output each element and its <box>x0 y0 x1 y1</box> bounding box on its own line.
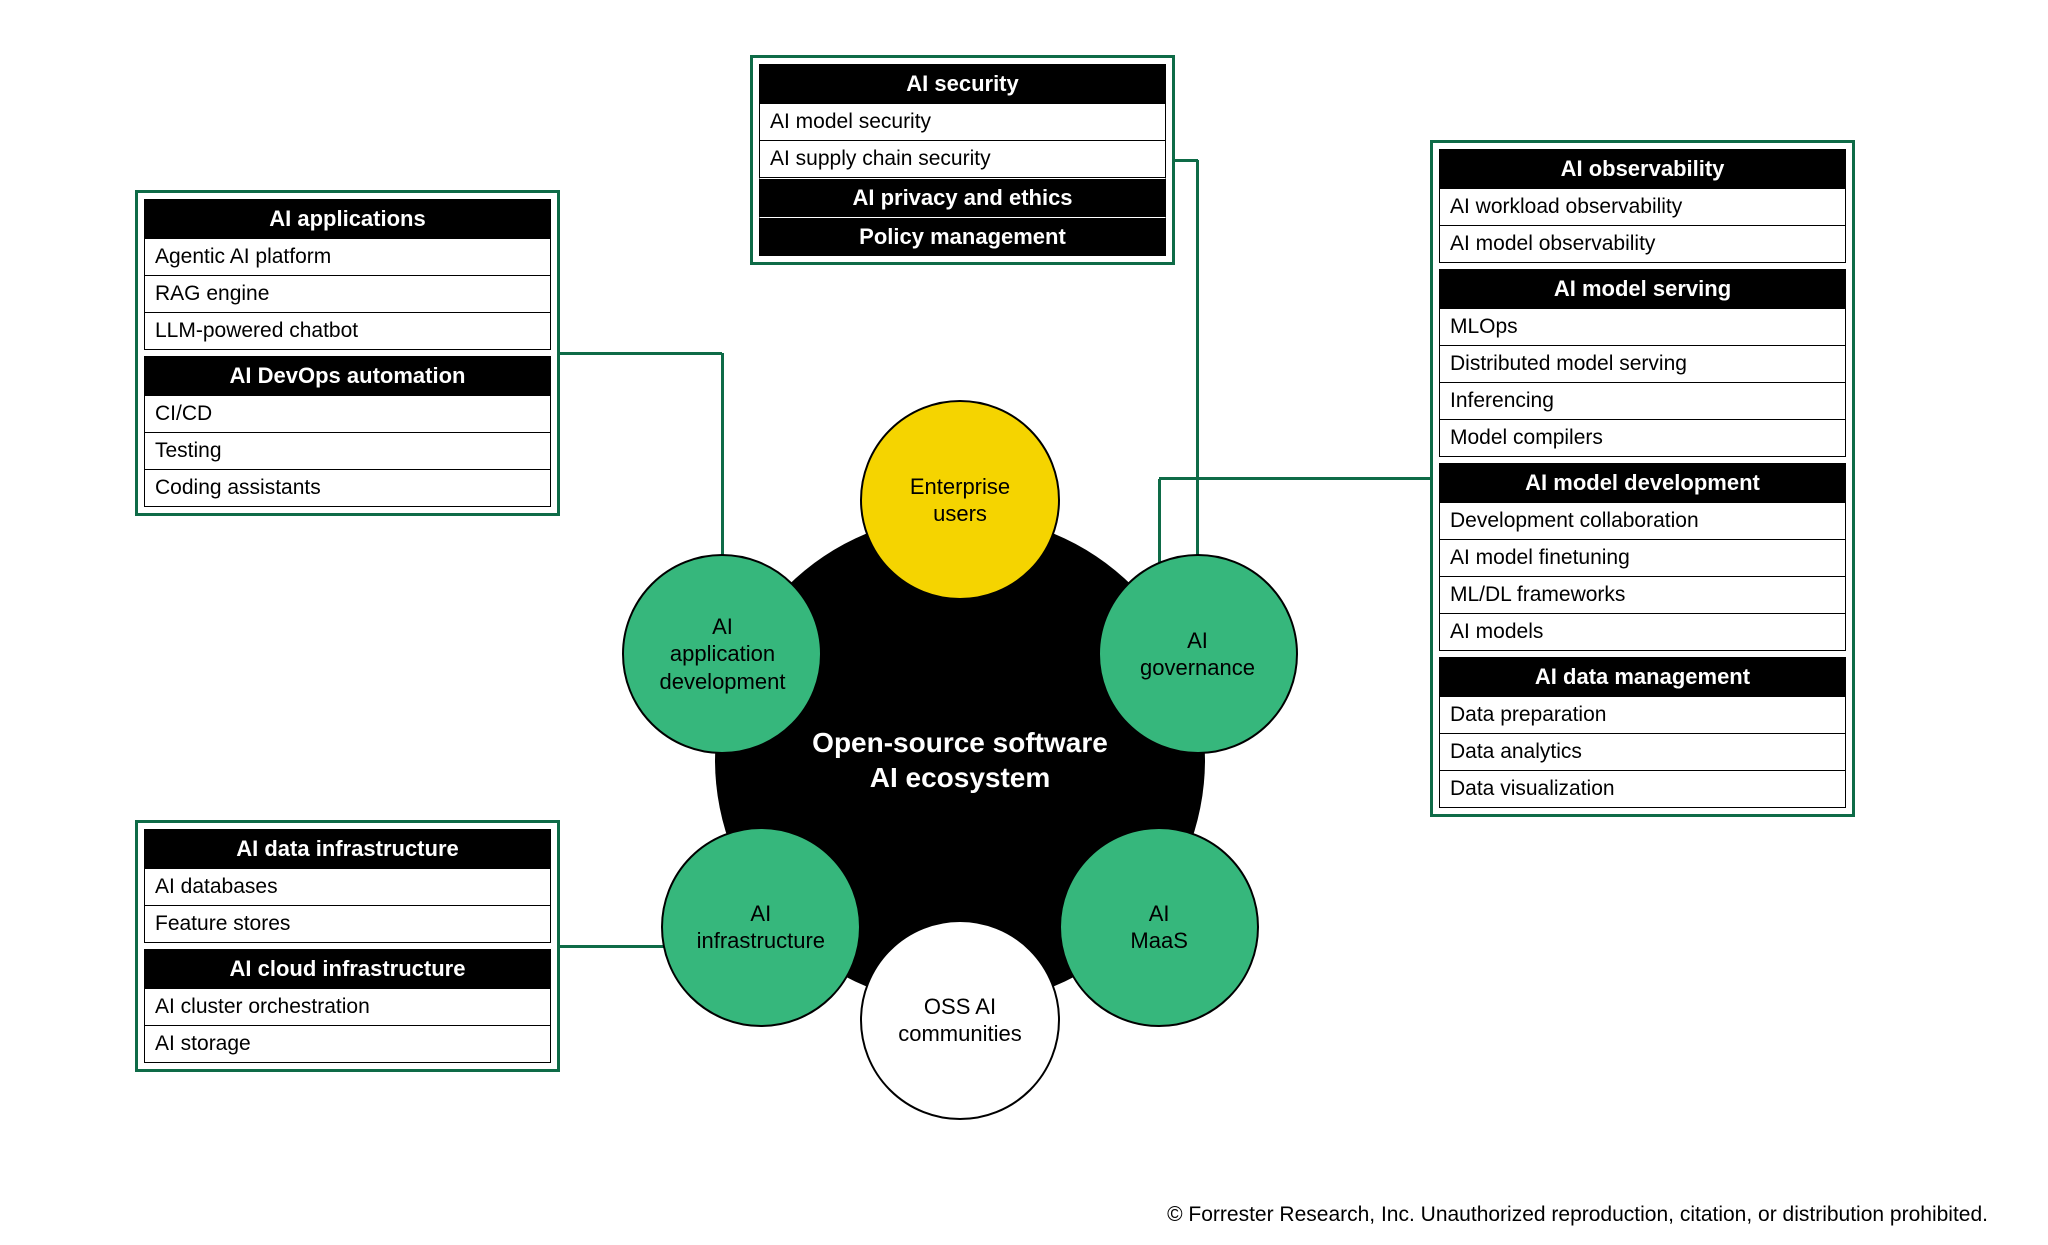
panel-row: AI cluster orchestration <box>144 989 551 1026</box>
panel: AI cloud infrastructureAI cluster orches… <box>144 949 551 1063</box>
panel-group-top-left: AI applicationsAgentic AI platformRAG en… <box>135 190 560 516</box>
panel-row: Distributed model serving <box>1439 346 1846 383</box>
panel-row: ML/DL frameworks <box>1439 577 1846 614</box>
panel-header: AI model development <box>1439 463 1846 503</box>
panel-group-bottom-left: AI data infrastructureAI databasesFeatur… <box>135 820 560 1072</box>
hub-node-upper_right: AIgovernance <box>1098 554 1298 754</box>
hub-node-lower_left: AIinfrastructure <box>661 827 861 1027</box>
hub-node-label: application <box>670 640 775 668</box>
footer-text: © Forrester Research, Inc. Unauthorized … <box>1167 1203 1988 1226</box>
panel-header: AI applications <box>144 199 551 239</box>
hub-center-line1: Open-source software <box>812 725 1108 760</box>
hub-node-label: communities <box>898 1020 1021 1048</box>
panel-row: Testing <box>144 433 551 470</box>
connector-h <box>1175 159 1198 162</box>
panel-row: CI/CD <box>144 396 551 433</box>
copyright-footer: © Forrester Research, Inc. Unauthorized … <box>1167 1203 1988 1227</box>
panel: AI data managementData preparationData a… <box>1439 657 1846 808</box>
panel-row: Coding assistants <box>144 470 551 507</box>
panel-header: AI data management <box>1439 657 1846 697</box>
panel: AI model servingMLOpsDistributed model s… <box>1439 269 1846 457</box>
panel: AI model developmentDevelopment collabor… <box>1439 463 1846 651</box>
hub-node-label: infrastructure <box>697 927 825 955</box>
panel: AI data infrastructureAI databasesFeatur… <box>144 829 551 943</box>
panel-header: AI DevOps automation <box>144 356 551 396</box>
hub-node-label: governance <box>1140 654 1255 682</box>
panel: AI applicationsAgentic AI platformRAG en… <box>144 199 551 350</box>
panel-row: Data preparation <box>1439 697 1846 734</box>
hub-node-label: AI <box>712 613 733 641</box>
hub-center-line2: AI ecosystem <box>870 760 1051 795</box>
panel-row-dark: AI privacy and ethics <box>759 178 1166 217</box>
connector-h <box>1159 477 1430 480</box>
panel-row: Agentic AI platform <box>144 239 551 276</box>
panel-row: Development collaboration <box>1439 503 1846 540</box>
panel-row: AI databases <box>144 869 551 906</box>
panel-row-dark: Policy management <box>759 217 1166 256</box>
panel-row: Feature stores <box>144 906 551 943</box>
panel-row: Inferencing <box>1439 383 1846 420</box>
panel-row: AI model security <box>759 104 1166 141</box>
panel-row: AI model finetuning <box>1439 540 1846 577</box>
hub-node-label: development <box>659 668 785 696</box>
hub-node-label: Enterprise <box>910 473 1010 501</box>
panel: AI securityAI model securityAI supply ch… <box>759 64 1166 256</box>
hub-node-label: AI <box>750 900 771 928</box>
panel-header: AI security <box>759 64 1166 104</box>
hub-node-label: OSS AI <box>924 993 996 1021</box>
panel-row: AI supply chain security <box>759 141 1166 178</box>
hub-node-label: AI <box>1149 900 1170 928</box>
hub-node-upper_left: AIapplicationdevelopment <box>622 554 822 754</box>
hub-node-bottom: OSS AIcommunities <box>860 920 1060 1120</box>
hub-node-label: MaaS <box>1130 927 1187 955</box>
panel-row: Data visualization <box>1439 771 1846 808</box>
panel-group-top-center: AI securityAI model securityAI supply ch… <box>750 55 1175 265</box>
panel-row: AI model observability <box>1439 226 1846 263</box>
panel-header: AI cloud infrastructure <box>144 949 551 989</box>
panel-row: LLM-powered chatbot <box>144 313 551 350</box>
panel-header: AI observability <box>1439 149 1846 189</box>
panel-row: AI models <box>1439 614 1846 651</box>
hub-node-lower_right: AIMaaS <box>1059 827 1259 1027</box>
panel-row: Data analytics <box>1439 734 1846 771</box>
panel: AI DevOps automationCI/CDTestingCoding a… <box>144 356 551 507</box>
hub-node-label: users <box>933 500 987 528</box>
panel-row: AI workload observability <box>1439 189 1846 226</box>
panel-group-right: AI observabilityAI workload observabilit… <box>1430 140 1855 817</box>
hub-node-top: Enterpriseusers <box>860 400 1060 600</box>
panel-row: Model compilers <box>1439 420 1846 457</box>
panel-header: AI model serving <box>1439 269 1846 309</box>
panel-row: AI storage <box>144 1026 551 1063</box>
panel-header: AI data infrastructure <box>144 829 551 869</box>
panel-row: RAG engine <box>144 276 551 313</box>
hub-node-label: AI <box>1187 627 1208 655</box>
panel-row: MLOps <box>1439 309 1846 346</box>
panel: AI observabilityAI workload observabilit… <box>1439 149 1846 263</box>
connector-h <box>560 352 722 355</box>
